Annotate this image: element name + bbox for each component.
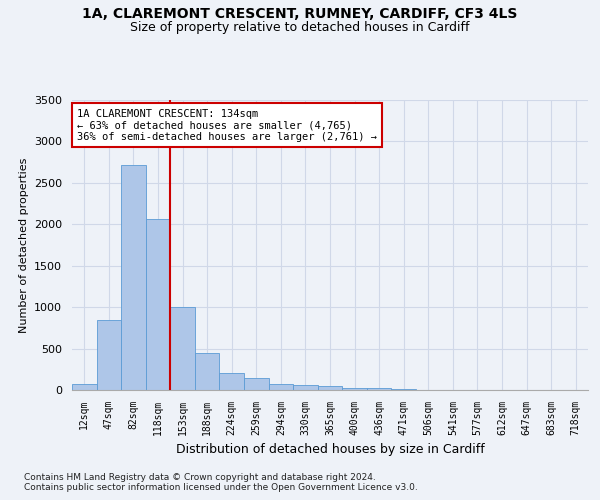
Bar <box>72 384 97 390</box>
Bar <box>342 388 367 390</box>
Bar <box>170 307 195 390</box>
Bar <box>367 388 391 390</box>
Bar <box>220 372 244 390</box>
Bar <box>269 384 293 390</box>
Text: 1A CLAREMONT CRESCENT: 134sqm
← 63% of detached houses are smaller (4,765)
36% o: 1A CLAREMONT CRESCENT: 134sqm ← 63% of d… <box>77 108 377 142</box>
Text: Contains public sector information licensed under the Open Government Licence v3: Contains public sector information licen… <box>24 484 418 492</box>
Bar <box>293 386 318 390</box>
Text: 1A, CLAREMONT CRESCENT, RUMNEY, CARDIFF, CF3 4LS: 1A, CLAREMONT CRESCENT, RUMNEY, CARDIFF,… <box>82 8 518 22</box>
Bar <box>244 378 269 390</box>
Text: Size of property relative to detached houses in Cardiff: Size of property relative to detached ho… <box>130 21 470 34</box>
Bar <box>195 352 220 390</box>
Bar <box>146 220 170 390</box>
Text: Distribution of detached houses by size in Cardiff: Distribution of detached houses by size … <box>176 442 484 456</box>
Text: Contains HM Land Registry data © Crown copyright and database right 2024.: Contains HM Land Registry data © Crown c… <box>24 472 376 482</box>
Bar <box>391 389 416 390</box>
Y-axis label: Number of detached properties: Number of detached properties <box>19 158 29 332</box>
Bar <box>97 320 121 390</box>
Bar <box>121 164 146 390</box>
Bar <box>318 386 342 390</box>
